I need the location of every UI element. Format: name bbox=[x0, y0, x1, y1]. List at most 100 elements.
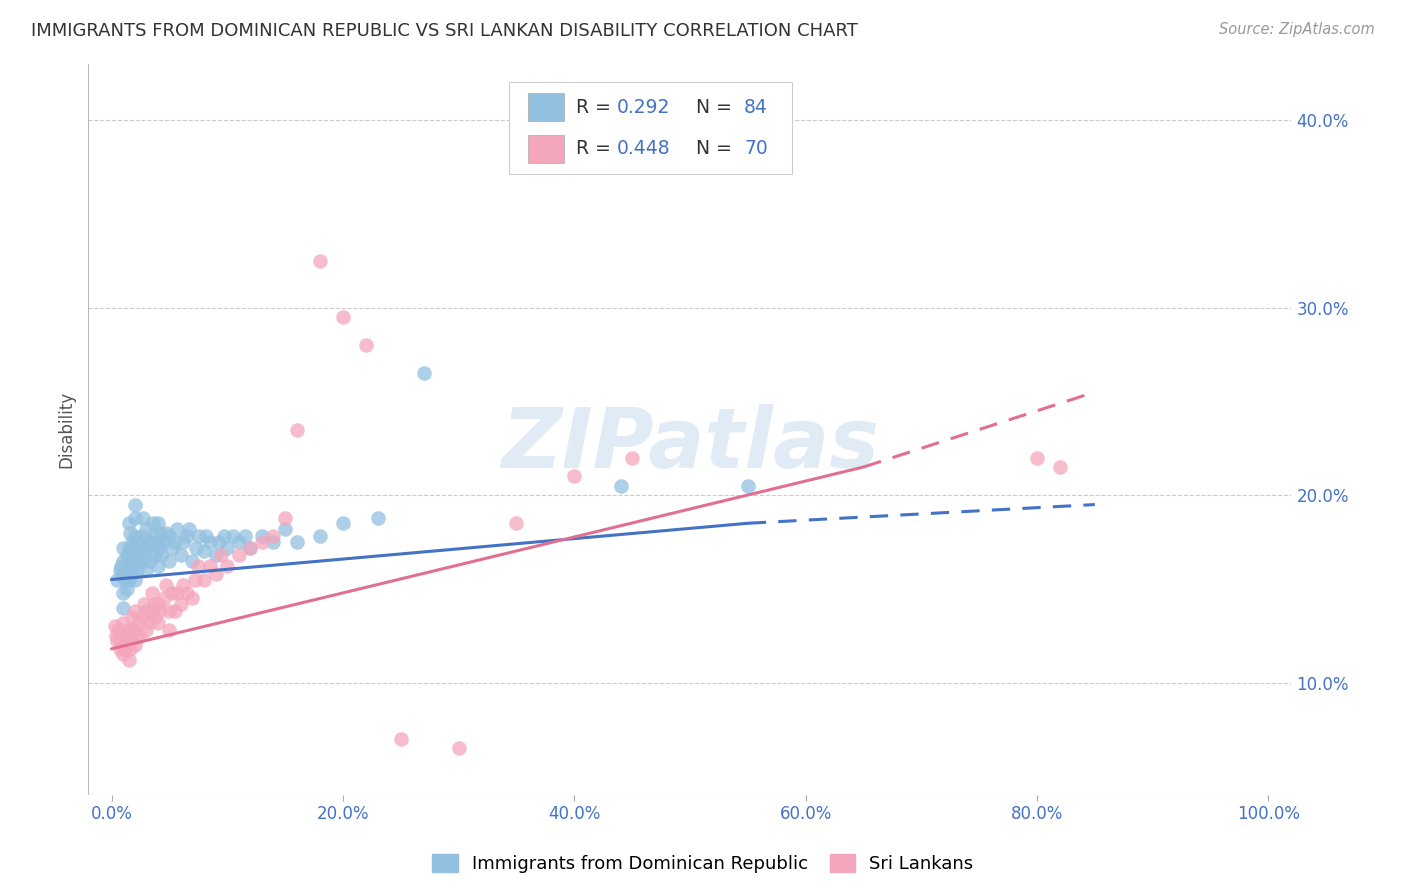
Point bbox=[204, 566, 226, 581]
Point bbox=[115, 548, 138, 562]
Point bbox=[155, 525, 177, 540]
Point bbox=[195, 529, 218, 543]
Point bbox=[142, 516, 165, 531]
Point bbox=[117, 563, 139, 577]
Point bbox=[118, 573, 141, 587]
Point bbox=[105, 634, 128, 648]
Point bbox=[122, 559, 145, 574]
Point bbox=[157, 604, 180, 618]
Point bbox=[250, 535, 273, 549]
Point bbox=[217, 559, 239, 574]
Point bbox=[621, 450, 644, 465]
Point bbox=[118, 516, 141, 531]
Point bbox=[141, 604, 163, 618]
Bar bbox=[527, 135, 564, 162]
Point bbox=[124, 510, 146, 524]
Point bbox=[112, 554, 135, 568]
Point bbox=[141, 585, 163, 599]
Point bbox=[184, 573, 207, 587]
Text: R =: R = bbox=[575, 139, 616, 159]
Point bbox=[412, 367, 434, 381]
Point bbox=[1049, 460, 1071, 475]
Point bbox=[157, 529, 180, 543]
Point bbox=[112, 615, 135, 630]
Point bbox=[447, 741, 470, 756]
Point bbox=[132, 510, 155, 524]
Point bbox=[108, 641, 131, 656]
Point bbox=[217, 541, 239, 555]
Point bbox=[112, 585, 135, 599]
Point bbox=[128, 535, 150, 549]
Point bbox=[129, 548, 152, 562]
Text: IMMIGRANTS FROM DOMINICAN REPUBLIC VS SRI LANKAN DISABILITY CORRELATION CHART: IMMIGRANTS FROM DOMINICAN REPUBLIC VS SR… bbox=[31, 22, 858, 40]
Point bbox=[118, 541, 141, 555]
Point bbox=[124, 498, 146, 512]
Point bbox=[112, 541, 135, 555]
Point bbox=[112, 600, 135, 615]
Point bbox=[332, 516, 354, 531]
Bar bbox=[527, 94, 564, 121]
Text: 84: 84 bbox=[744, 98, 768, 117]
Text: 0.448: 0.448 bbox=[616, 139, 671, 159]
Point bbox=[170, 597, 193, 611]
Point bbox=[149, 604, 172, 618]
Point bbox=[132, 597, 155, 611]
Point bbox=[198, 559, 221, 574]
Point bbox=[110, 638, 132, 652]
Point bbox=[181, 554, 204, 568]
Text: 0.292: 0.292 bbox=[616, 98, 669, 117]
Point bbox=[148, 541, 170, 555]
Point bbox=[354, 338, 377, 352]
Point bbox=[198, 535, 221, 549]
Point bbox=[389, 731, 412, 746]
Point bbox=[166, 585, 188, 599]
Point bbox=[177, 522, 200, 536]
Point bbox=[145, 548, 167, 562]
Point bbox=[107, 623, 129, 637]
Point bbox=[118, 634, 141, 648]
Point bbox=[121, 566, 143, 581]
Point bbox=[172, 578, 194, 592]
Point bbox=[165, 535, 187, 549]
Point bbox=[505, 516, 527, 531]
Point bbox=[204, 548, 226, 562]
Point bbox=[124, 548, 146, 562]
Point bbox=[134, 541, 156, 555]
Point bbox=[105, 573, 128, 587]
Point bbox=[262, 535, 284, 549]
Point bbox=[146, 615, 169, 630]
Point bbox=[127, 615, 149, 630]
Point bbox=[112, 648, 135, 662]
Point bbox=[105, 629, 128, 643]
Point bbox=[228, 535, 250, 549]
Point bbox=[131, 529, 153, 543]
Point bbox=[308, 529, 330, 543]
Point bbox=[212, 529, 235, 543]
Point bbox=[124, 623, 146, 637]
Point bbox=[193, 544, 215, 558]
Point bbox=[146, 535, 169, 549]
Point bbox=[112, 634, 135, 648]
Y-axis label: Disability: Disability bbox=[58, 391, 75, 468]
Point bbox=[166, 522, 188, 536]
Point bbox=[160, 541, 183, 555]
Point bbox=[125, 629, 148, 643]
Point bbox=[111, 629, 134, 643]
Point bbox=[146, 597, 169, 611]
Point bbox=[143, 597, 166, 611]
Point bbox=[239, 541, 262, 555]
Point bbox=[146, 559, 169, 574]
Point bbox=[125, 544, 148, 558]
Point bbox=[145, 610, 167, 624]
Point bbox=[138, 554, 160, 568]
Point bbox=[118, 653, 141, 667]
Point bbox=[104, 619, 127, 633]
Point bbox=[110, 559, 132, 574]
Text: N =: N = bbox=[683, 139, 738, 159]
Point bbox=[138, 615, 160, 630]
Point bbox=[129, 629, 152, 643]
Point bbox=[127, 554, 149, 568]
Point bbox=[121, 610, 143, 624]
Point bbox=[562, 469, 585, 483]
Point bbox=[152, 591, 174, 606]
